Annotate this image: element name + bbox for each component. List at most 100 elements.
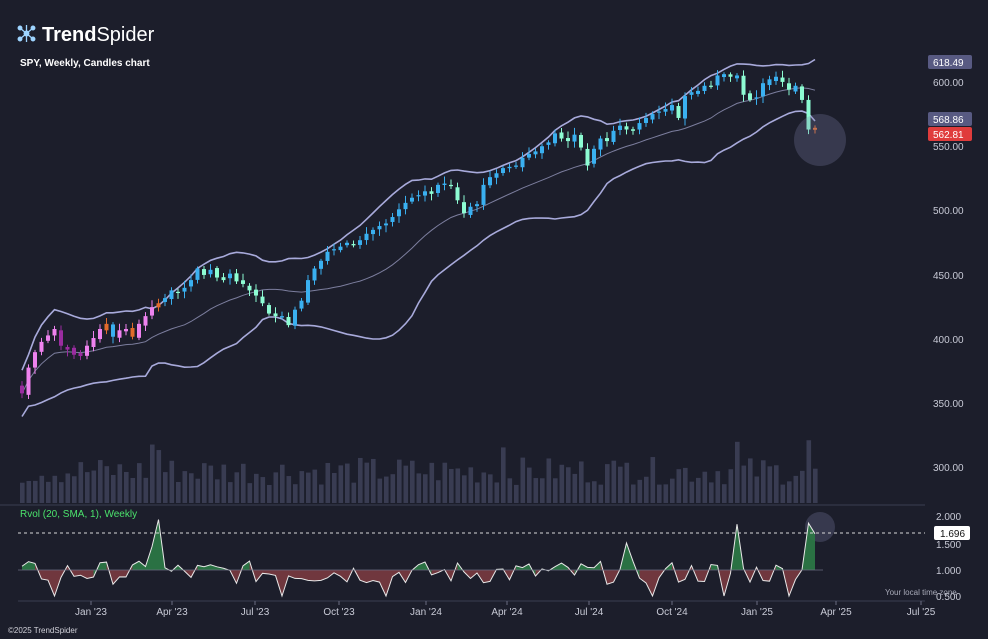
volume-bar [657, 484, 662, 503]
candle-body [176, 291, 180, 294]
volume-bar [325, 462, 331, 503]
network-nodes-icon [17, 25, 36, 42]
volume-bar [741, 465, 747, 503]
volume-bar [319, 484, 324, 503]
volume-bar [195, 478, 201, 503]
candle-body [572, 134, 577, 142]
candle-body [351, 243, 356, 246]
volume-bar [559, 464, 565, 503]
svg-text:562.81: 562.81 [933, 130, 964, 141]
candle-body [403, 202, 408, 210]
candle-body [631, 129, 635, 131]
volume-bar [423, 474, 428, 503]
time-axis: Jan '23 Apr '23 Jul '23 Oct '23 Jan '24 Apr '… [75, 601, 936, 618]
middle-band-line [21, 87, 816, 394]
candle-body [215, 268, 219, 278]
volume-bar [592, 481, 597, 503]
volume-bar [143, 477, 149, 503]
candle-body [598, 138, 603, 150]
volume-bar [800, 470, 805, 503]
volume-bar [546, 458, 552, 503]
candle-body [748, 93, 752, 100]
time-label: Apr '23 [156, 607, 188, 618]
price-tick: 350.00 [933, 399, 964, 410]
time-label: Jul '24 [575, 607, 604, 618]
candle-body [280, 316, 284, 318]
volume-bar [241, 463, 246, 503]
rvol-badge: 1.696 [934, 526, 970, 540]
rvol-fill [789, 570, 796, 596]
volume-bar [176, 482, 181, 503]
chart-title: SPY, Weekly, Candles chart [20, 58, 150, 69]
candle-body [735, 75, 739, 79]
candle-body [384, 223, 388, 226]
volume-bar [221, 464, 227, 503]
volume-bar [572, 473, 578, 503]
candle-body [579, 135, 583, 148]
volume-bar [46, 481, 51, 503]
volume-bar [416, 473, 422, 503]
candle-body [754, 97, 759, 99]
candle-body [130, 328, 135, 337]
volume-bar [637, 479, 643, 503]
upper-band-badge: 618.49 [928, 55, 972, 69]
volume-bar [306, 472, 311, 503]
candle-body [787, 83, 791, 90]
candle-body [553, 133, 557, 144]
volume-bar [501, 447, 506, 503]
rvol-fill [607, 570, 614, 585]
volume-bar [39, 475, 45, 503]
rvol-fill [139, 561, 146, 570]
volume-bar [624, 462, 630, 503]
volume-bar [514, 484, 519, 503]
rvol-fill [711, 564, 718, 570]
candle-body [423, 191, 427, 196]
rvol-fill [431, 570, 438, 575]
volume-bar [806, 440, 812, 503]
volume-bar [442, 462, 448, 503]
volume-bar [234, 472, 240, 503]
candle-body [72, 347, 76, 355]
candle-body [436, 184, 440, 194]
candle-body [234, 273, 239, 282]
volume-bar [722, 484, 727, 503]
rvol-fill [295, 570, 302, 579]
volume-bar [787, 481, 792, 503]
rvol-fill [80, 570, 87, 579]
candle-body [449, 184, 453, 187]
volume-bar [286, 476, 292, 503]
volume-bar [735, 441, 740, 503]
volume-bar [494, 482, 500, 503]
rvol-fill [243, 561, 250, 570]
rvol-fill [256, 570, 263, 582]
volume-bar [111, 474, 116, 503]
rvol-fill [522, 563, 529, 570]
volume-bar [780, 484, 786, 503]
candle-body [85, 345, 89, 356]
volume-bar [410, 460, 415, 503]
candle-body [26, 367, 31, 395]
brand-name-light: Spider [96, 24, 154, 46]
volume-bar [689, 481, 695, 503]
candle-body [410, 197, 414, 202]
rvol-fill [639, 570, 646, 583]
svg-text:618.49: 618.49 [933, 58, 964, 69]
candle-body [546, 142, 551, 145]
time-label: Jul '23 [241, 607, 270, 618]
upper-band-line [21, 58, 816, 371]
rvol-fill [698, 570, 705, 582]
candle-body [312, 268, 317, 281]
volume-bar [351, 482, 357, 503]
candle-body [566, 138, 570, 142]
rvol-fill [340, 570, 347, 582]
candle-body [267, 305, 271, 314]
rvol-fill [210, 564, 217, 570]
rvol-line [21, 519, 816, 598]
time-label: Jan '24 [410, 607, 442, 618]
rvol-fill [379, 570, 386, 596]
rvol-fill [321, 570, 328, 581]
rvol-fill [100, 562, 107, 570]
rvol-fill [54, 570, 61, 596]
